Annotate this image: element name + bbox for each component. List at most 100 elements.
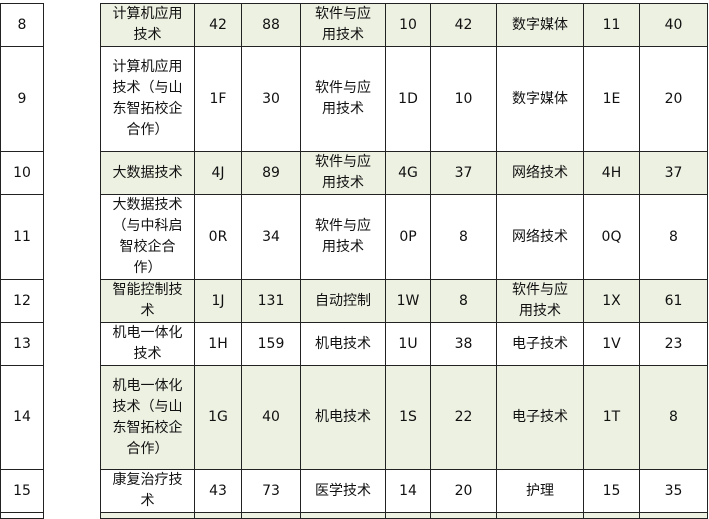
direction-2-cell: 护理 (496, 469, 584, 513)
plan-count: 30 (262, 90, 280, 107)
major-name: 计算机应用技术 (112, 6, 183, 43)
direction-1-count-cell: 8 (430, 194, 497, 280)
plan-count: 131 (257, 292, 285, 309)
direction-1-cell: 软件与应用技术 (300, 46, 386, 152)
partial-cell (43, 512, 101, 519)
direction-1-count: 42 (454, 16, 473, 33)
direction-1-code: 10 (399, 16, 417, 33)
direction-1: 医学技术 (315, 482, 371, 499)
direction-1: 机电技术 (315, 409, 371, 425)
direction-1-code: 1U (398, 335, 418, 352)
row-number-cell: 12 (0, 279, 44, 323)
direction-1-code-cell: 0P (385, 194, 431, 280)
direction-1-count: 37 (454, 164, 473, 181)
major-name: 机电一体化技术 (112, 325, 183, 362)
direction-1-cell: 软件与应用技术 (300, 194, 386, 280)
direction-1-cell: 机电技术 (300, 322, 386, 366)
major-code-cell: 0R (194, 194, 242, 280)
table-body: 8 计算机应用技术 42 88 软件与应用技术 10 42 数字媒体 11 40 9 计算机应用技术（… (0, 3, 708, 519)
plan-count-cell: 88 (241, 3, 301, 47)
direction-2-code-cell: 1V (583, 322, 640, 366)
partial-cell (496, 512, 584, 519)
direction-1: 软件与应用技术 (315, 6, 371, 43)
direction-2-cell: 数字媒体 (496, 46, 584, 152)
direction-1-code-cell: 4G (385, 151, 431, 195)
plan-count: 73 (262, 482, 280, 499)
direction-1: 软件与应用技术 (315, 218, 371, 255)
direction-2-code: 1E (602, 90, 621, 107)
direction-2-code-cell: 4H (583, 151, 640, 195)
direction-1-cell: 机电技术 (300, 365, 386, 470)
table-row: 8 计算机应用技术 42 88 软件与应用技术 10 42 数字媒体 11 40 (0, 3, 708, 470)
row-number-cell: 11 (0, 194, 44, 280)
major-code: 1F (209, 90, 227, 107)
enrollment-table: 8 计算机应用技术 42 88 软件与应用技术 10 42 数字媒体 11 40 9 计算机应用技术（… (0, 3, 708, 519)
direction-2: 电子技术 (512, 335, 568, 352)
table-row: 13 机电一体化技术 1H 159 机电技术 1U 38 电子技术 1V 23 (0, 322, 708, 366)
direction-1-count-cell: 22 (430, 365, 497, 470)
major-code: 43 (209, 482, 227, 499)
row-number: 11 (13, 228, 31, 245)
major-code-cell: 1J (194, 279, 242, 323)
plan-count: 89 (262, 164, 280, 181)
major-name: 大数据技术（与中科启智校企合作） (112, 197, 183, 276)
major-code-cell: 42 (194, 3, 242, 47)
direction-1-code: 14 (399, 482, 417, 499)
direction-2-cell: 数字媒体 (496, 3, 584, 47)
plan-count: 88 (262, 16, 280, 33)
direction-2-code: 4H (601, 164, 622, 181)
direction-1-count: 10 (454, 90, 473, 107)
row-number: 15 (13, 482, 31, 499)
major-name-cell: 计算机应用技术（与山东智拓校企合作） (100, 46, 195, 152)
row-number: 14 (13, 409, 31, 425)
plan-count-cell: 40 (241, 365, 301, 470)
plan-count-cell: 73 (241, 469, 301, 513)
major-name-cell: 康复治疗技术 (100, 469, 195, 513)
direction-2-count-cell: 35 (639, 469, 708, 513)
direction-1-cell: 自动控制 (300, 279, 386, 323)
direction-2-cell: 网络技术 (496, 151, 584, 195)
direction-2-code-cell: 15 (583, 469, 640, 513)
direction-2-count-cell: 37 (639, 151, 708, 195)
major-code: 1G (208, 409, 228, 425)
direction-1-count-cell: 37 (430, 151, 497, 195)
direction-2-count-cell: 8 (639, 194, 708, 280)
major-name: 康复治疗技术 (112, 472, 183, 509)
partial-cell (194, 512, 242, 519)
table-row: 10 大数据技术 4J 89 软件与应用技术 4G 37 网络技术 4H 37 (0, 151, 708, 195)
direction-2-code-cell: 1X (583, 279, 640, 323)
table-row-partial (0, 512, 708, 519)
partial-cell (241, 512, 301, 519)
direction-2: 电子技术 (512, 409, 568, 425)
direction-2-count-cell: 40 (639, 3, 708, 47)
partial-cell (300, 512, 386, 519)
major-code-cell: 4J (194, 151, 242, 195)
partial-cell (639, 512, 708, 519)
direction-2-cell: 电子技术 (496, 322, 584, 366)
direction-2-count: 8 (669, 228, 678, 245)
row-number-cell: 15 (0, 469, 44, 513)
direction-2-cell: 软件与应用技术 (496, 279, 584, 323)
direction-1-code: 0P (399, 228, 417, 245)
direction-2-count: 61 (664, 292, 683, 309)
row-number-cell: 9 (0, 46, 44, 152)
direction-1-code: 1W (396, 292, 420, 309)
direction-1-count: 8 (459, 228, 468, 245)
direction-2-code: 1V (602, 335, 621, 352)
direction-2: 网络技术 (512, 228, 568, 245)
table-row: 12 智能控制技术 1J 131 自动控制 1W 8 软件与应用技术 1X 61 (0, 279, 708, 323)
direction-1-count-cell: 42 (430, 3, 497, 47)
major-code: 42 (209, 16, 227, 33)
plan-count: 40 (262, 409, 280, 425)
direction-1: 软件与应用技术 (315, 80, 371, 117)
direction-2: 数字媒体 (512, 16, 568, 33)
direction-1-count-cell: 20 (430, 469, 497, 513)
major-code-cell: 1F (194, 46, 242, 152)
direction-2-cell: 电子技术 (496, 365, 584, 470)
direction-2-count: 20 (664, 90, 683, 107)
table-row: 9 计算机应用技术（与山东智拓校企合作） 1F 30 软件与应用技术 1D 10 数字媒体 1E… (0, 46, 708, 152)
plan-count: 159 (257, 335, 285, 352)
direction-2-code-cell: 11 (583, 3, 640, 47)
direction-2: 软件与应用技术 (512, 282, 568, 319)
direction-1-code-cell: 10 (385, 3, 431, 47)
